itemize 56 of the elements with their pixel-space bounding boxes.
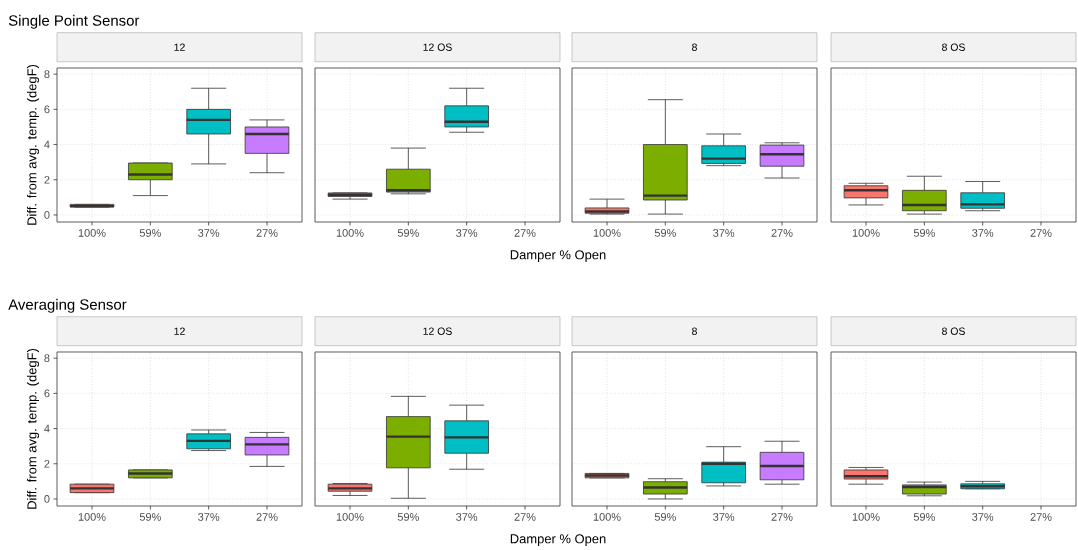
x-tick-label: 100% <box>852 513 880 521</box>
x-tick-label: 37% <box>456 513 478 521</box>
x-tick-label: 100% <box>336 229 364 237</box>
x-tick-label: 27% <box>256 513 278 521</box>
x-axis-title: Damper % Open <box>510 250 606 262</box>
chart-title: 12 <box>174 43 185 51</box>
x-tick-label: 27% <box>514 513 536 521</box>
chart-title: 12 OS <box>423 43 452 51</box>
y-tick-label: 2 <box>44 459 50 468</box>
chart-title: 12 <box>174 327 185 335</box>
y-axis-title: Diff. from avg. temp. (degF) <box>26 348 40 509</box>
x-tick-label: 59% <box>139 513 161 521</box>
y-tick-label: 4 <box>44 424 50 433</box>
x-tick-label: 59% <box>397 513 419 521</box>
x-tick-label: 59% <box>397 229 419 237</box>
x-tick-label: 27% <box>771 513 793 521</box>
y-tick-label: 8 <box>44 354 50 363</box>
x-tick-label: 59% <box>913 513 935 521</box>
x-tick-label: 59% <box>913 229 935 237</box>
x-tick-label: 100% <box>593 513 621 521</box>
x-axis-title: Damper % Open <box>510 534 606 546</box>
y-tick-label: 6 <box>44 105 50 114</box>
x-tick-label: 27% <box>514 229 536 237</box>
x-tick-label: 37% <box>713 513 735 521</box>
chart-title: 8 <box>692 327 697 335</box>
x-tick-label: 100% <box>78 513 106 521</box>
y-tick-label: 0 <box>44 495 50 503</box>
x-tick-label: 59% <box>654 513 676 521</box>
x-tick-label: 27% <box>256 229 278 237</box>
x-tick-label: 27% <box>771 229 793 237</box>
chart-title: 8 <box>692 43 697 51</box>
x-tick-label: 27% <box>1030 513 1052 521</box>
y-tick-label: 8 <box>44 70 50 79</box>
y-tick-label: 6 <box>44 389 50 398</box>
text: Averaging Sensor <box>8 298 127 313</box>
y-tick-label: 2 <box>44 175 50 184</box>
text: Single Point Sensor <box>8 14 140 29</box>
x-tick-label: 37% <box>198 229 220 237</box>
x-tick-label: 100% <box>78 229 106 237</box>
x-tick-label: 37% <box>456 229 478 237</box>
y-axis-title: Diff. from avg. temp. (degF) <box>26 64 40 225</box>
chart-title: 12 OS <box>423 327 452 335</box>
x-tick-label: 100% <box>852 229 880 237</box>
x-tick-label: 100% <box>336 513 364 521</box>
x-tick-label: 59% <box>139 229 161 237</box>
x-tick-label: 37% <box>972 229 994 237</box>
chart-title: 8 OS <box>942 43 965 51</box>
x-tick-label: 37% <box>198 513 220 521</box>
chart-title: 8 OS <box>942 327 965 335</box>
x-tick-label: 27% <box>1030 229 1052 237</box>
x-tick-label: 59% <box>654 229 676 237</box>
x-tick-label: 37% <box>713 229 735 237</box>
x-tick-label: 100% <box>593 229 621 237</box>
y-tick-label: 4 <box>44 140 50 149</box>
y-tick-label: 0 <box>44 211 50 219</box>
x-tick-label: 37% <box>972 513 994 521</box>
